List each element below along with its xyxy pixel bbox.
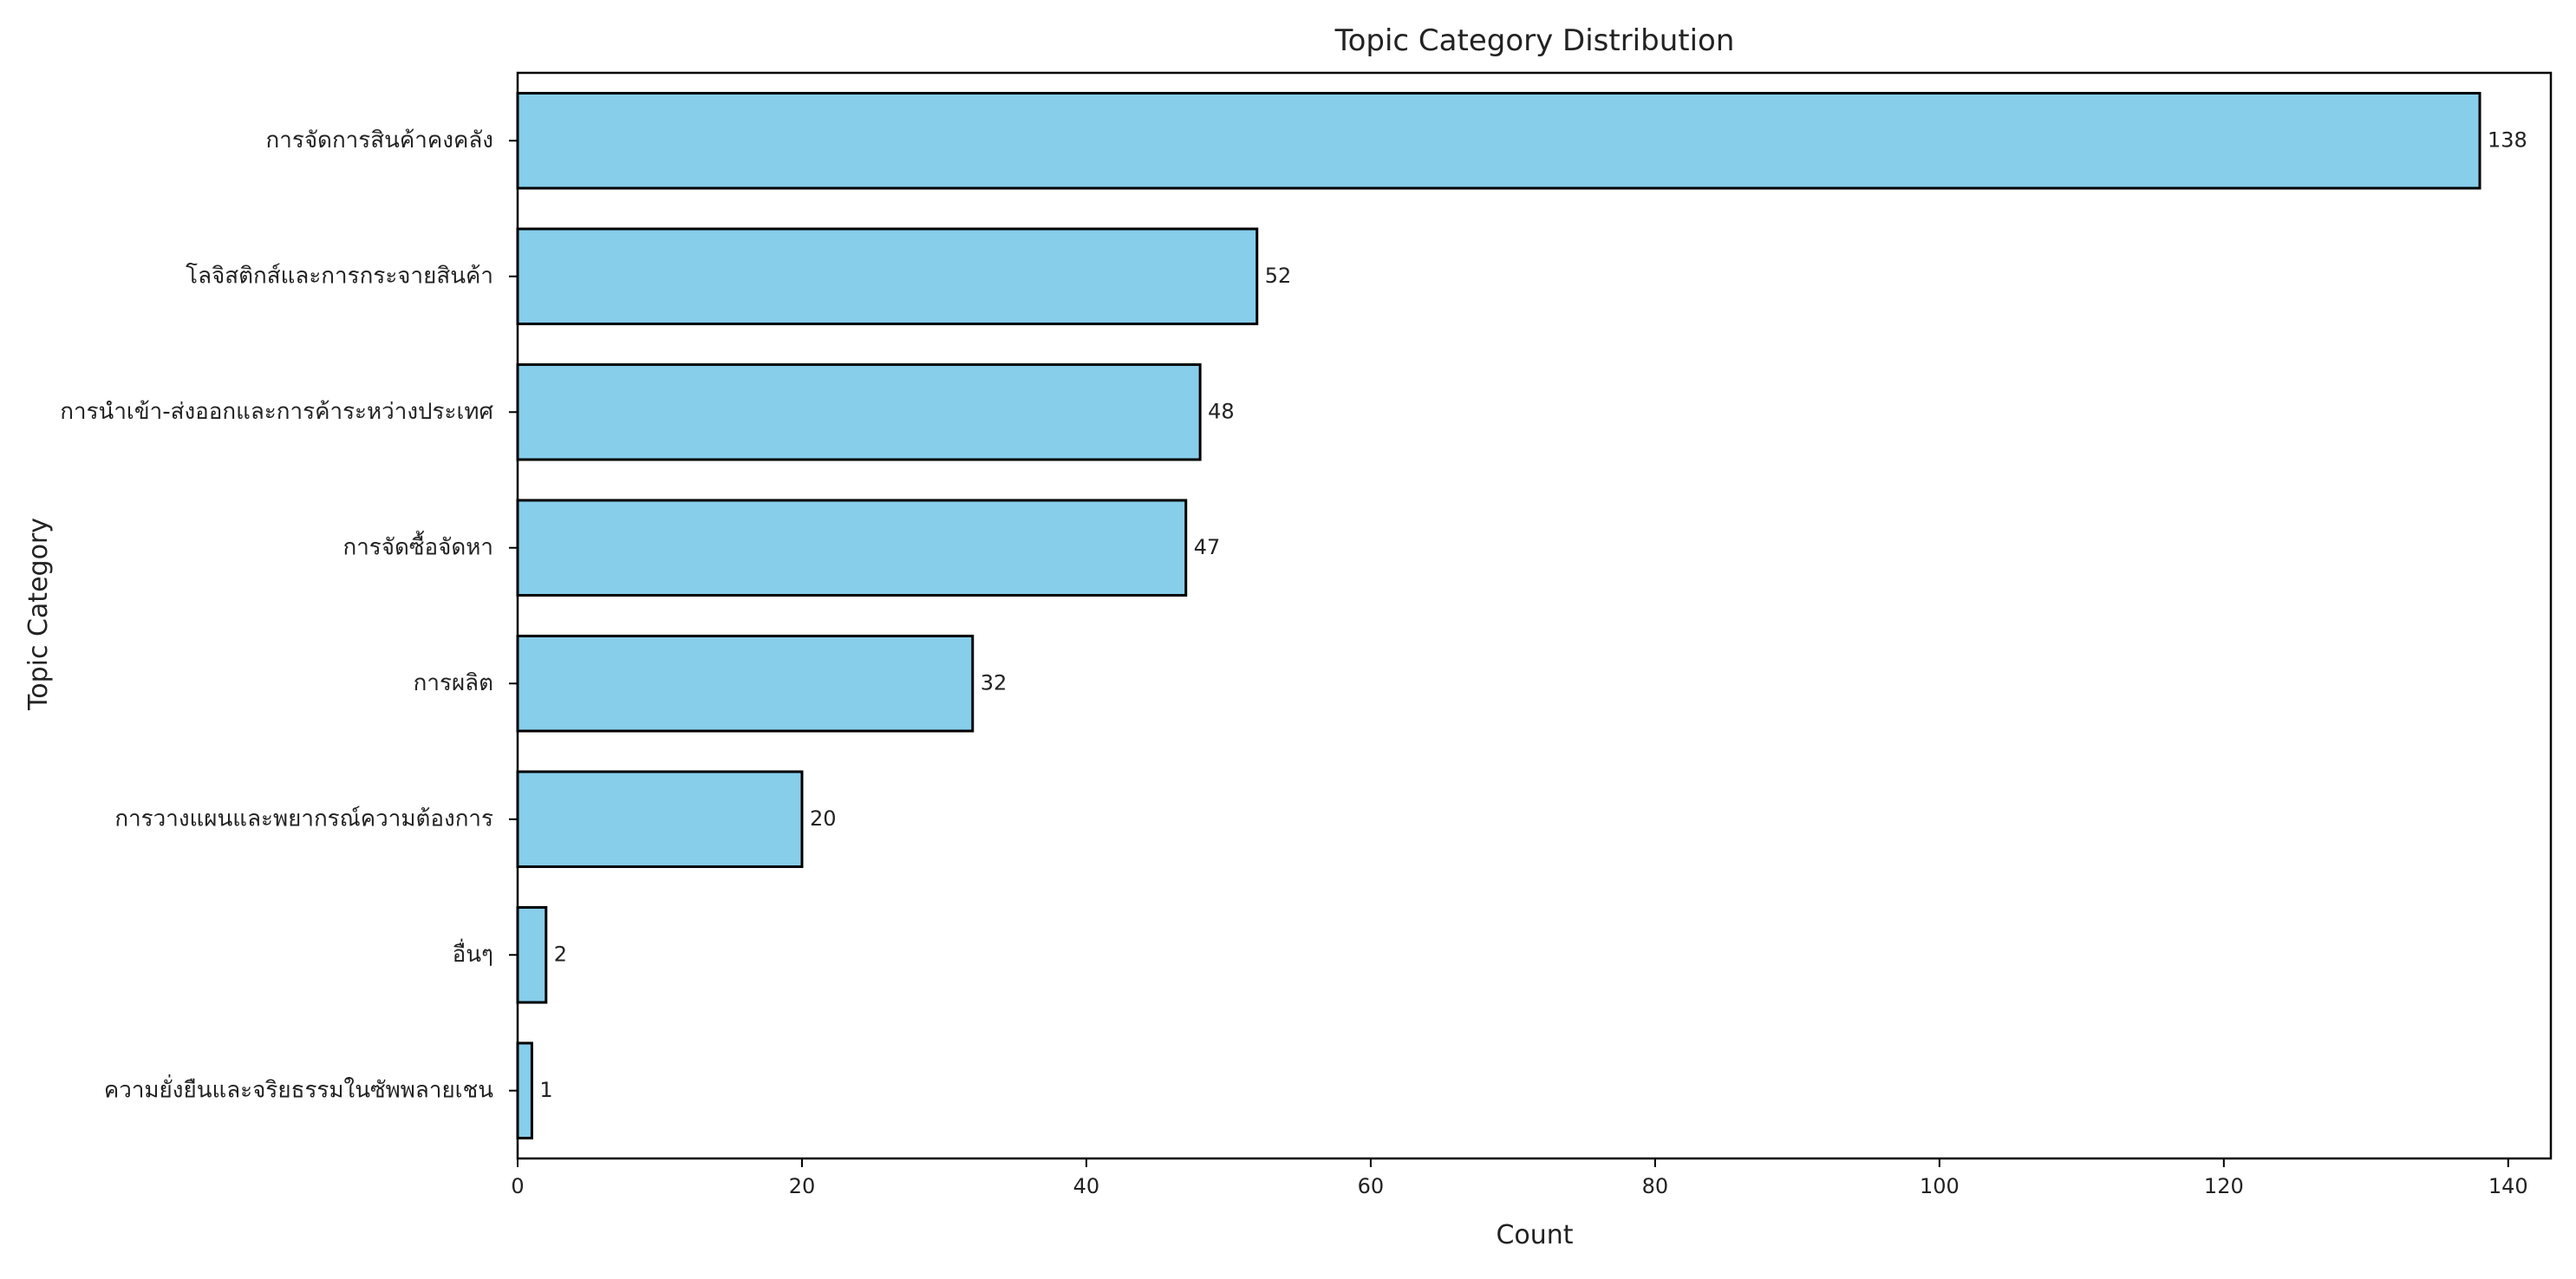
category-label-6: อื่นๆ	[453, 938, 493, 968]
category-label-2: การนำเข้า-ส่งออกและการค้าระหว่างประเทศ	[60, 399, 493, 425]
category-label-7: ความยั่งยืนและจริยธรรมในซัพพลายเชน	[104, 1073, 493, 1103]
bar-4	[516, 634, 975, 733]
x-tick-label-4: 80	[1642, 1174, 1669, 1198]
chart-title: Topic Category Distribution	[1334, 23, 1735, 58]
x-tick-label-1: 20	[789, 1174, 816, 1198]
x-tick-label-3: 60	[1358, 1174, 1385, 1198]
category-label-5: การวางแผนและพยากรณ์ความต้องการ	[114, 806, 493, 832]
data-label-2: 48	[1208, 399, 1235, 423]
x-tick-label-2: 40	[1073, 1174, 1100, 1198]
x-tick-label-5: 100	[1920, 1174, 1960, 1198]
y-axis-label: Topic Category	[23, 518, 54, 711]
data-label-6: 2	[554, 942, 567, 966]
bar-5	[516, 770, 804, 869]
data-label-5: 20	[810, 806, 837, 831]
category-label-1: โลจิสติกส์และการกระจายสินค้า	[186, 262, 493, 289]
category-label-3: การจัดซื้อจัดหา	[342, 530, 493, 560]
x-tick-label-7: 140	[2488, 1174, 2528, 1198]
data-label-3: 47	[1194, 535, 1221, 559]
bar-6	[516, 905, 548, 1004]
data-label-7: 1	[539, 1078, 552, 1102]
bar-0	[516, 91, 2481, 190]
data-label-0: 138	[2488, 127, 2527, 152]
x-tick-label-0: 0	[511, 1174, 524, 1198]
bar-2	[516, 362, 1202, 461]
data-label-4: 32	[981, 670, 1008, 695]
bar-7	[516, 1041, 533, 1140]
plot-area: การจัดการสินค้าคงคลัง 138 โลจิสติกส์และการ…	[60, 71, 2553, 1198]
bar-1	[516, 227, 1259, 326]
x-axis-label: Count	[1496, 1220, 1573, 1250]
bar-3	[516, 499, 1188, 597]
plot-frame	[516, 71, 2553, 1160]
x-tick-label-6: 120	[2204, 1174, 2244, 1198]
data-label-1: 52	[1265, 264, 1292, 288]
category-label-4: การผลิต	[414, 670, 493, 696]
category-label-0: การจัดการสินค้าคงคลัง	[266, 127, 493, 153]
